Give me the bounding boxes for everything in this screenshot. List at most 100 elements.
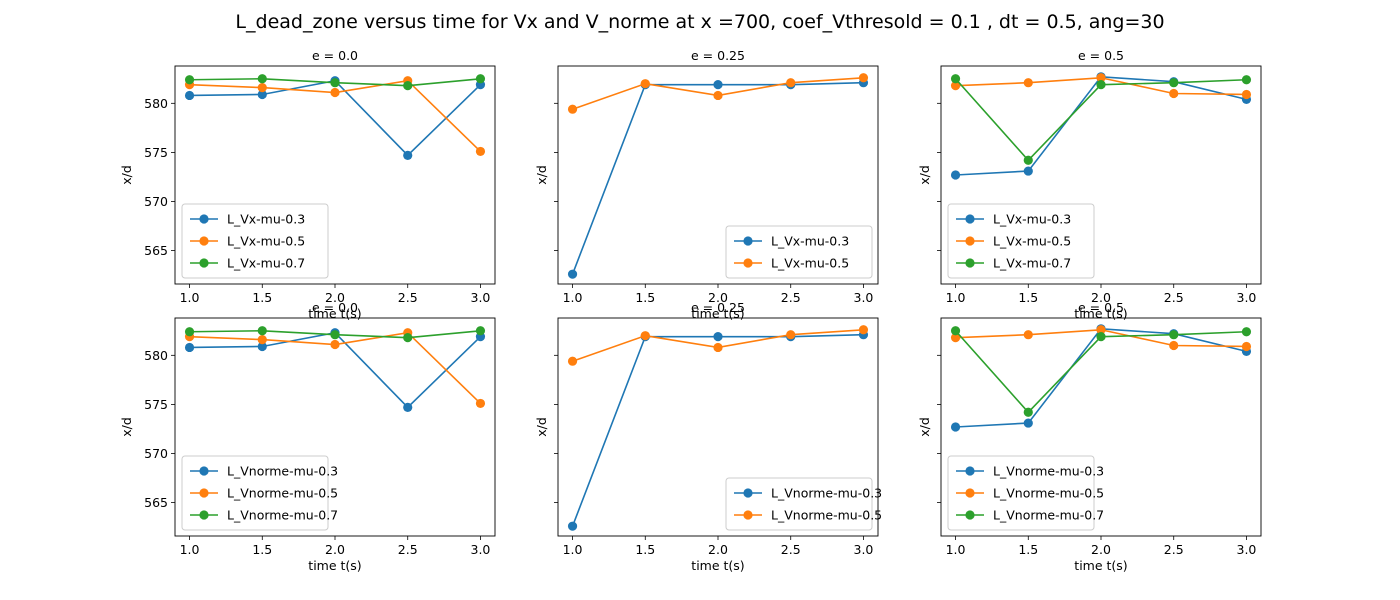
data-point [567,269,578,279]
data-point [950,422,961,432]
legend-label: L_Vnorme-mu-0.5 [993,486,1104,501]
x-tick-label: 3.0 [471,542,491,557]
x-tick-label: 1.5 [635,542,655,557]
x-tick-label: 1.5 [1018,290,1038,305]
x-tick-label: 2.5 [1164,542,1184,557]
legend-label: L_Vx-mu-0.7 [993,256,1071,271]
data-point [786,330,796,340]
y-tick-label: 570 [144,194,168,209]
x-tick-label: 1.5 [1018,542,1038,557]
data-point [1023,330,1033,340]
x-tick-label: 1.0 [563,290,583,305]
x-tick-label: 2.0 [1091,290,1111,305]
data-point [950,326,961,336]
data-point [184,75,195,85]
x-tick-label: 1.0 [946,290,966,305]
x-tick-label: 1.0 [563,542,583,557]
y-axis-label: x/d [534,165,549,185]
x-tick-label: 1.0 [946,542,966,557]
data-point [184,327,195,337]
x-tick-label: 1.0 [180,290,200,305]
data-point [475,74,486,84]
x-axis-label: time t(s) [1074,558,1127,573]
data-point [950,333,961,343]
axes-frame [940,317,1262,537]
legend-marker [199,488,209,498]
y-tick-label: 580 [144,96,168,111]
data-point [950,74,961,84]
legend-label: L_Vnorme-mu-0.3 [771,486,882,501]
axes-frame [557,65,879,285]
subplot-5: e = 0.25 1.0 1.5 2.0 2.5 3.0 time t(s) x/d L_Vno… [534,300,882,573]
data-point [1241,327,1252,337]
legend-box [725,477,873,531]
legend-box [947,203,1095,279]
legend-label: L_Vx-mu-0.3 [993,212,1071,227]
data-point [713,342,723,353]
legend-box [181,455,329,531]
data-point [640,331,650,341]
x-axis-label: time t(s) [308,306,361,321]
subplot-3: e = 0.5 1.0 1.5 2.0 2.5 3.0 time t(s) x/d L_Vx-m… [917,48,1262,321]
x-tick-label: 2.0 [325,542,345,557]
legend-marker [199,258,209,268]
data-point [330,339,340,350]
data-point [567,104,578,114]
x-tick-label: 2.5 [781,542,801,557]
x-tick-label: 1.0 [180,542,200,557]
data-point [1169,78,1179,88]
data-point [1241,89,1252,100]
legend-label: L_Vnorme-mu-0.3 [227,464,338,479]
data-point [330,87,340,98]
legend-label: L_Vnorme-mu-0.7 [227,508,338,523]
x-axis-label: time t(s) [691,306,744,321]
legend-marker [743,510,753,520]
data-point [713,80,723,90]
data-point [403,402,413,412]
legend-marker [199,214,209,224]
data-point [257,326,267,336]
x-tick-label: 3.0 [1237,542,1257,557]
x-tick-label: 2.5 [398,290,418,305]
data-point [257,74,267,84]
data-point [1023,418,1033,428]
legend-marker [199,466,209,476]
y-axis-label: x/d [119,165,134,185]
axes-frame [174,65,496,285]
subplot-title: e = 0.5 [1078,48,1124,63]
data-point [257,83,267,93]
data-point [184,342,195,353]
data-point [257,335,267,345]
legend-marker [965,510,975,520]
y-tick-label: 570 [144,446,168,461]
x-tick-label: 2.0 [1091,542,1111,557]
y-tick-label: 580 [144,348,168,363]
legend-marker [965,258,975,268]
legend-marker [743,258,753,268]
x-axis-label: time t(s) [308,558,361,573]
data-point [403,81,413,91]
data-point [713,332,723,342]
data-point [1023,155,1033,165]
x-axis-label: time t(s) [1074,306,1127,321]
y-tick-label: 575 [144,397,168,412]
legend-label: L_Vx-mu-0.7 [227,256,305,271]
subplot-title: e = 0.5 [1078,300,1124,315]
legend: L_Vnorme-mu-0.3 L_Vnorme-mu-0.5 L_Vnorme-m… [947,455,1104,531]
subplot-2: e = 0.25 1.0 1.5 2.0 2.5 3.0 time t(s) x/d L_Vx-… [534,48,879,321]
axes-frame [174,317,496,537]
legend-marker [199,510,209,520]
legend-label: L_Vx-mu-0.3 [771,234,849,249]
legend-marker [965,466,975,476]
x-axis-label: time t(s) [691,558,744,573]
legend-marker [965,488,975,498]
legend-box [725,225,873,279]
data-point [1096,332,1106,342]
data-point [1169,330,1179,340]
x-tick-label: 1.5 [252,290,272,305]
data-point [403,333,413,343]
x-tick-label: 2.5 [1164,290,1184,305]
y-axis-label: x/d [119,417,134,437]
y-axis-label: x/d [917,417,932,437]
figure-title: L_dead_zone versus time for Vx and V_nor… [235,11,1164,33]
